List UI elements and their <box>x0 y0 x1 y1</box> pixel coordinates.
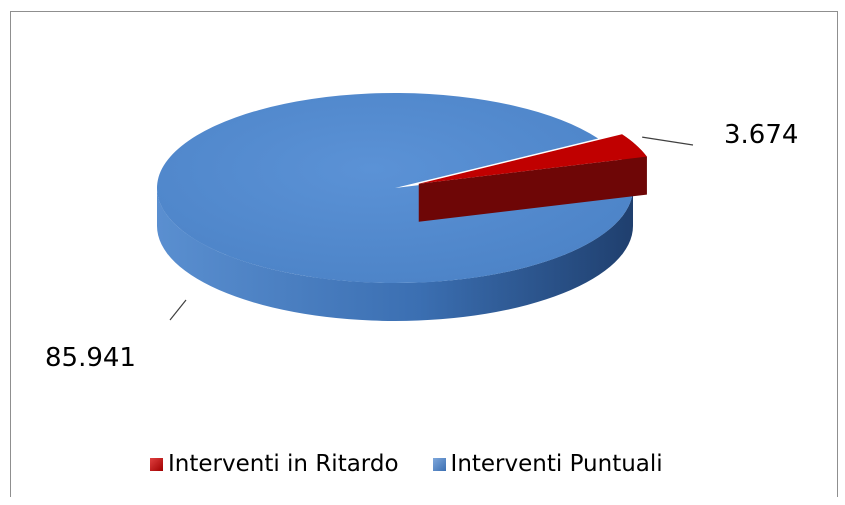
data-label-puntuali: 85.941 <box>45 343 136 373</box>
legend-swatch-puntuali <box>432 457 446 471</box>
slice-cut-ritardo <box>418 156 647 222</box>
legend-label-ritardo: Interventi in Ritardo <box>168 451 399 477</box>
legend-item-ritardo: Interventi in Ritardo <box>150 451 399 477</box>
legend: Interventi in Ritardo Interventi Puntual… <box>150 449 697 479</box>
data-label-ritardo: 3.674 <box>724 120 798 150</box>
slice-puntuali <box>157 93 633 284</box>
slice-ritardo <box>418 134 647 184</box>
legend-label-puntuali: Interventi Puntuali <box>450 451 663 477</box>
legend-swatch-ritardo <box>150 457 163 471</box>
chart-border <box>10 11 838 497</box>
slice-side-puntuali <box>157 188 633 321</box>
legend-item-puntuali: Interventi Puntuali <box>432 451 663 477</box>
leader-line-ritardo <box>642 136 694 146</box>
leader-line-puntuali <box>169 299 187 321</box>
